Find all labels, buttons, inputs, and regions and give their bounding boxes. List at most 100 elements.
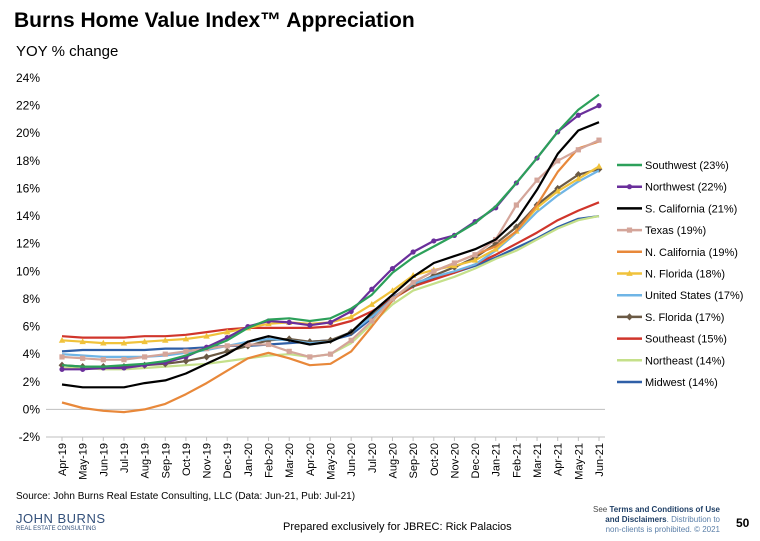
y-tick-label: 24% bbox=[16, 71, 40, 85]
disclaimers-link[interactable]: and Disclaimers bbox=[605, 515, 667, 524]
data-point-s-florida bbox=[223, 347, 231, 355]
data-point-northwest bbox=[596, 103, 602, 109]
data-point-northwest bbox=[431, 238, 437, 244]
data-point-texas bbox=[596, 137, 602, 143]
x-tick-label: Apr-21 bbox=[553, 443, 565, 476]
logo-wordmark: JOHN BURNS bbox=[16, 511, 106, 526]
data-point-texas bbox=[100, 357, 106, 363]
x-tick-label: Mar-20 bbox=[284, 443, 296, 478]
data-point-texas bbox=[369, 318, 375, 324]
y-tick-label: 12% bbox=[16, 237, 40, 251]
data-point-s-florida bbox=[492, 240, 500, 248]
data-point-texas bbox=[513, 202, 519, 208]
x-tick-label: Apr-19 bbox=[57, 443, 69, 476]
data-point-texas bbox=[80, 355, 86, 361]
series-line-s-california bbox=[61, 121, 600, 389]
x-tick-label: Nov-19 bbox=[202, 443, 214, 478]
legend-label-texas: Texas (19%) bbox=[645, 225, 706, 237]
legend-label-n-california: N. California (19%) bbox=[645, 247, 738, 259]
data-point-n-florida bbox=[368, 301, 376, 307]
data-point-n-florida bbox=[162, 336, 169, 343]
data-point-n-florida bbox=[182, 335, 190, 342]
source-note: Source: John Burns Real Estate Consultin… bbox=[16, 491, 356, 502]
x-tick-label: Jul-19 bbox=[119, 443, 131, 473]
data-point-texas bbox=[245, 341, 251, 348]
logo-tagline: REAL ESTATE CONSULTING bbox=[16, 526, 97, 532]
data-point-northwest bbox=[80, 366, 86, 372]
page-title: Burns Home Value Index™ Appreciation bbox=[14, 9, 415, 32]
x-tick-label: Feb-20 bbox=[264, 443, 276, 478]
x-tick-label: Jun-19 bbox=[98, 443, 110, 477]
legend-label-s-florida: S. Florida (17%) bbox=[645, 312, 724, 324]
company-logo: JOHN BURNS REAL ESTATE CONSULTING bbox=[16, 511, 105, 535]
x-tick-label: May-19 bbox=[78, 443, 90, 480]
data-point-texas bbox=[224, 343, 230, 349]
y-tick-label: 2% bbox=[23, 375, 41, 389]
y-tick-label: 20% bbox=[16, 126, 40, 140]
data-point-n-florida bbox=[575, 175, 582, 182]
series-line-southeast bbox=[61, 201, 600, 339]
series-line-n-florida bbox=[61, 165, 600, 345]
data-point-s-florida bbox=[182, 357, 190, 365]
data-point-n-florida bbox=[141, 338, 148, 345]
data-point-northwest bbox=[59, 366, 65, 372]
line-chart: -2% 0% 2% 4% 6% 8% 10% 12% 14% 16% 18% 20% 22% 24% Apr… bbox=[16, 71, 743, 480]
data-point-texas bbox=[265, 341, 272, 348]
data-point-n-florida bbox=[224, 328, 231, 335]
legend-marker-texas bbox=[626, 227, 633, 233]
data-point-s-florida bbox=[327, 336, 334, 344]
data-point-texas bbox=[431, 268, 437, 274]
legend-marker-northwest bbox=[626, 184, 633, 190]
x-tick-label: Sep-19 bbox=[160, 443, 172, 478]
legend-label-southwest: Southwest (23%) bbox=[645, 160, 729, 172]
data-point-northwest bbox=[389, 265, 396, 272]
x-tick-label: Jun-21 bbox=[594, 443, 606, 477]
y-tick-label: 16% bbox=[16, 181, 40, 195]
x-tick-label: May-20 bbox=[326, 443, 338, 480]
data-point-n-florida bbox=[203, 332, 210, 339]
y-tick-label: 0% bbox=[23, 402, 41, 416]
series-line-northeast bbox=[62, 215, 600, 371]
y-tick-label: -2% bbox=[19, 430, 41, 444]
data-point-northwest bbox=[121, 365, 127, 371]
x-tick-label: Feb-21 bbox=[511, 443, 523, 478]
data-point-s-florida bbox=[430, 271, 438, 280]
y-tick-label: 10% bbox=[16, 264, 40, 278]
data-point-n-florida bbox=[79, 338, 86, 345]
data-point-northwest bbox=[307, 322, 313, 328]
legend-label-northeast: Northeast (14%) bbox=[645, 355, 725, 367]
data-point-northwest bbox=[575, 112, 581, 118]
data-point-n-florida bbox=[389, 287, 396, 294]
data-point-texas bbox=[410, 279, 416, 285]
data-point-n-florida bbox=[58, 336, 66, 343]
data-point-texas bbox=[348, 337, 354, 343]
terms-link[interactable]: Terms and Conditions of Use bbox=[609, 505, 720, 514]
data-point-texas bbox=[162, 351, 168, 357]
x-tick-label: Dec-20 bbox=[470, 443, 482, 478]
data-point-n-florida bbox=[471, 256, 479, 263]
y-tick-label: 14% bbox=[16, 209, 40, 223]
x-tick-label: May-21 bbox=[573, 443, 585, 480]
legend-label-midwest: Midwest (14%) bbox=[645, 377, 718, 389]
legend-label-n-florida: N. Florida (18%) bbox=[645, 269, 725, 281]
x-tick-label: Aug-20 bbox=[387, 443, 399, 478]
page-number: 50 bbox=[736, 516, 750, 530]
x-tick-label: Nov-20 bbox=[449, 443, 461, 478]
x-tick-label: Oct-19 bbox=[181, 443, 193, 476]
data-point-texas bbox=[142, 354, 148, 360]
legend-label-northwest: Northwest (22%) bbox=[645, 182, 727, 194]
data-point-texas bbox=[327, 351, 334, 357]
x-tick-label: Jul-20 bbox=[367, 443, 379, 473]
x-tick-label: Jun-20 bbox=[346, 443, 358, 477]
series-line-midwest bbox=[61, 215, 600, 353]
x-tick-label: Mar-21 bbox=[532, 443, 544, 478]
legend-label-southeast: Southeast (15%) bbox=[645, 334, 727, 346]
terms-disclaimer: See Terms and Conditions of Use and Disc… bbox=[593, 505, 720, 534]
legend-marker-n-florida bbox=[626, 270, 633, 276]
x-tick-label: Jan-21 bbox=[491, 443, 503, 477]
y-tick-label: 4% bbox=[23, 347, 41, 361]
data-point-northwest bbox=[327, 319, 334, 325]
prepared-for-note: Prepared exclusively for JBREC: Rick Pal… bbox=[283, 521, 512, 533]
data-point-texas bbox=[472, 252, 478, 258]
data-point-s-florida bbox=[574, 171, 582, 179]
